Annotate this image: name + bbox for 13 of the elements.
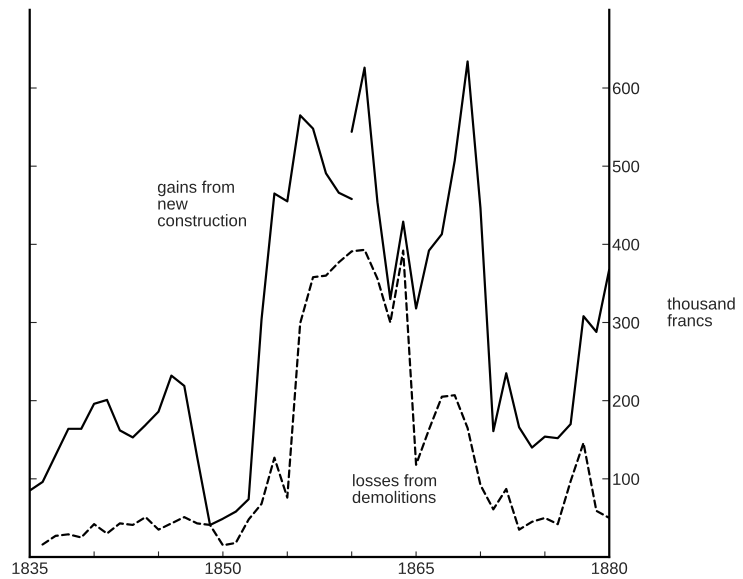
x-tick-label: 1850 — [206, 562, 241, 574]
annotation: losses from demolitions — [352, 474, 436, 504]
y-tick-label: 200 — [612, 395, 640, 407]
x-tick-label: 1835 — [12, 562, 48, 574]
y-tick-label: 600 — [612, 82, 640, 94]
x-tick-label: 1865 — [398, 562, 434, 574]
x-tick-label: 1880 — [592, 562, 628, 574]
y-tick-label: 100 — [613, 473, 640, 486]
y-tick-label: 400 — [612, 238, 640, 251]
y-tick-label: 300 — [612, 316, 640, 329]
y-tick-label: 500 — [612, 160, 640, 172]
annotation: gains from new construction — [158, 180, 246, 226]
y-axis-title: thousand francs — [667, 297, 735, 326]
